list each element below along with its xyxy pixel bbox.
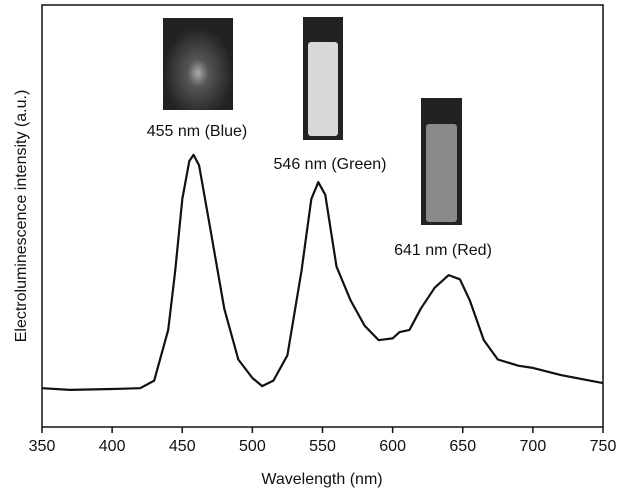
annotation: 546 nm (Green): [274, 156, 387, 173]
x-axis-label: Wavelength (nm): [261, 471, 382, 488]
x-tick-label: 350: [29, 438, 56, 455]
photo-green: [303, 17, 343, 140]
x-tick-label: 700: [520, 438, 547, 455]
x-tick-label: 600: [379, 438, 406, 455]
x-tick-label: 650: [449, 438, 476, 455]
photo-red: [421, 98, 462, 225]
y-axis-label: Electroluminescence intensity (a.u.): [13, 90, 30, 343]
x-tick-label: 500: [239, 438, 266, 455]
x-tick-label: 750: [590, 438, 617, 455]
annotation: 455 nm (Blue): [147, 123, 248, 140]
line: [41, 153, 604, 391]
annotation: 641 nm (Red): [394, 242, 492, 259]
photo-blue: [163, 18, 233, 110]
x-tick-label: 450: [169, 438, 196, 455]
x-tick-label: 400: [99, 438, 126, 455]
x-tick-label: 550: [309, 438, 336, 455]
